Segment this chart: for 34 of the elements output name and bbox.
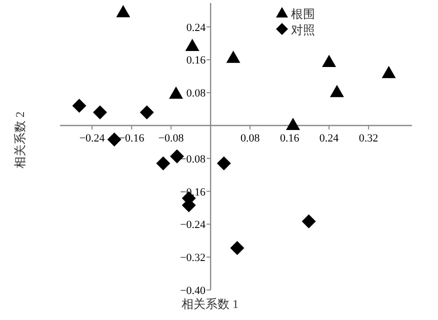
y-tick-label: −0.40 — [180, 285, 206, 297]
point — [330, 84, 344, 98]
point — [302, 214, 316, 228]
y-axis-title: 相关系数 2 — [13, 112, 27, 168]
point — [382, 66, 396, 78]
point — [156, 156, 170, 170]
y-tick-label: 0.24 — [186, 22, 206, 34]
point — [230, 241, 244, 256]
point — [107, 132, 122, 147]
point — [216, 156, 231, 170]
point — [185, 38, 200, 52]
y-tick-label: −0.24 — [180, 219, 206, 232]
x-axis-title: 相关系数 1 — [182, 297, 238, 311]
x-tick-label: −0.24 — [79, 132, 106, 145]
x-tick-label: 0.32 — [358, 132, 378, 145]
x-tick-label: 0.16 — [280, 132, 300, 145]
legend-label: 根围 — [291, 7, 315, 21]
x-tick-label: 0.24 — [319, 132, 340, 145]
point — [226, 50, 240, 63]
y-tick-label: 0.08 — [186, 88, 206, 100]
point — [322, 54, 336, 68]
x-tick-label: −0.16 — [118, 132, 145, 145]
point — [72, 98, 86, 113]
y-tick-label: −0.08 — [180, 153, 206, 166]
legend-label: 对照 — [291, 23, 315, 37]
y-tick-label: 0.16 — [186, 54, 206, 67]
point — [140, 105, 154, 120]
point — [116, 5, 130, 18]
point — [169, 86, 184, 99]
x-tick-label: −0.08 — [158, 132, 184, 145]
x-tick-label: 0.08 — [240, 132, 260, 145]
y-tick-label: −0.32 — [180, 252, 206, 264]
point — [92, 105, 107, 120]
point — [286, 118, 300, 130]
